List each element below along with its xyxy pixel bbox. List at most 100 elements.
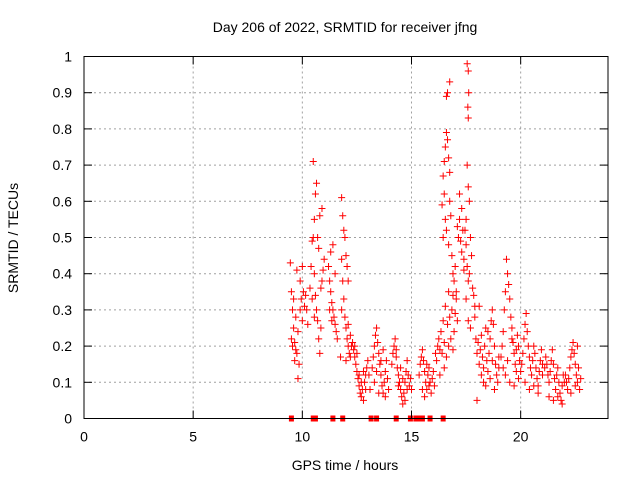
data-point bbox=[394, 382, 402, 390]
y-tick-label: 0.9 bbox=[53, 85, 73, 101]
axis-ticks: 00.10.20.30.40.50.60.70.80.910 5 10 15 20 bbox=[53, 49, 608, 445]
data-point bbox=[289, 342, 297, 350]
data-point bbox=[344, 320, 352, 328]
data-point bbox=[466, 234, 474, 241]
data-point bbox=[513, 331, 521, 339]
data-point bbox=[294, 375, 302, 383]
x-tick-label: 20 bbox=[513, 429, 529, 445]
data-point bbox=[311, 190, 319, 198]
data-point bbox=[311, 291, 319, 299]
data-point bbox=[475, 360, 483, 368]
x-axis-label: GPS time / hours bbox=[292, 457, 399, 473]
data-point bbox=[480, 378, 488, 386]
data-point bbox=[520, 335, 528, 343]
data-point bbox=[343, 335, 351, 343]
data-point bbox=[314, 234, 322, 241]
data-point bbox=[444, 89, 452, 97]
data-point bbox=[571, 382, 579, 390]
data-point bbox=[428, 375, 436, 383]
data-point bbox=[442, 129, 450, 137]
data-point bbox=[445, 241, 453, 249]
data-point bbox=[519, 349, 527, 357]
data-point bbox=[403, 357, 411, 365]
data-point bbox=[477, 371, 485, 379]
data-point bbox=[549, 396, 557, 404]
data-point bbox=[392, 346, 400, 354]
data-point bbox=[291, 357, 299, 365]
data-point bbox=[563, 378, 571, 386]
data-point bbox=[501, 371, 509, 379]
data-point bbox=[427, 389, 435, 397]
data-point bbox=[356, 389, 364, 397]
data-point bbox=[436, 346, 444, 354]
data-point bbox=[504, 270, 512, 278]
data-point bbox=[342, 252, 350, 260]
data-point bbox=[465, 89, 473, 97]
data-point bbox=[463, 262, 471, 270]
data-point bbox=[394, 371, 402, 379]
data-point bbox=[518, 360, 526, 368]
data-point bbox=[286, 259, 294, 267]
data-point bbox=[490, 342, 498, 350]
data-point bbox=[371, 331, 379, 339]
data-point bbox=[514, 375, 522, 383]
data-point bbox=[458, 248, 466, 256]
data-point bbox=[462, 241, 470, 249]
data-point bbox=[437, 328, 445, 336]
data-point bbox=[341, 313, 349, 321]
data-point bbox=[471, 313, 479, 321]
data-point bbox=[338, 306, 346, 314]
data-point bbox=[287, 335, 295, 343]
data-point bbox=[453, 223, 461, 231]
data-point bbox=[553, 371, 561, 379]
data-point bbox=[449, 270, 457, 278]
data-point bbox=[441, 143, 449, 151]
data-point bbox=[402, 367, 410, 375]
data-point bbox=[541, 364, 549, 372]
data-point bbox=[433, 357, 441, 365]
data-point bbox=[392, 353, 400, 361]
data-point bbox=[296, 277, 304, 285]
data-point bbox=[474, 338, 482, 346]
data-point bbox=[447, 335, 455, 343]
data-point bbox=[405, 382, 413, 390]
data-point bbox=[450, 277, 458, 285]
data-point bbox=[340, 295, 348, 303]
data-point bbox=[399, 400, 407, 408]
data-point bbox=[470, 291, 478, 299]
data-point bbox=[355, 371, 363, 379]
data-point bbox=[458, 205, 466, 213]
data-point bbox=[425, 364, 433, 372]
data-point bbox=[463, 161, 471, 169]
data-point bbox=[329, 241, 337, 249]
data-point bbox=[442, 353, 450, 361]
data-point bbox=[516, 357, 524, 365]
data-point bbox=[400, 389, 408, 397]
data-point bbox=[501, 288, 509, 296]
data-point bbox=[446, 78, 454, 86]
data-point bbox=[375, 349, 383, 357]
y-tick-label: 0 bbox=[64, 411, 72, 427]
data-point bbox=[341, 234, 349, 241]
data-point bbox=[508, 335, 516, 343]
data-point bbox=[380, 378, 388, 386]
data-point bbox=[473, 396, 481, 404]
data-point bbox=[482, 382, 490, 390]
data-point bbox=[331, 320, 339, 328]
data-point bbox=[456, 215, 464, 223]
data-point bbox=[456, 190, 464, 198]
data-point bbox=[325, 262, 333, 270]
data-point bbox=[316, 349, 324, 357]
data-point bbox=[379, 346, 387, 354]
data-point bbox=[464, 277, 472, 285]
data-point bbox=[388, 360, 396, 368]
data-point bbox=[441, 302, 449, 310]
y-tick-label: 0.1 bbox=[53, 374, 73, 390]
x-tick-label: 5 bbox=[189, 429, 197, 445]
data-point bbox=[441, 215, 449, 223]
data-point bbox=[554, 364, 562, 372]
data-point bbox=[500, 306, 508, 314]
data-point bbox=[504, 357, 512, 365]
data-point bbox=[533, 375, 541, 383]
data-point bbox=[424, 371, 432, 379]
